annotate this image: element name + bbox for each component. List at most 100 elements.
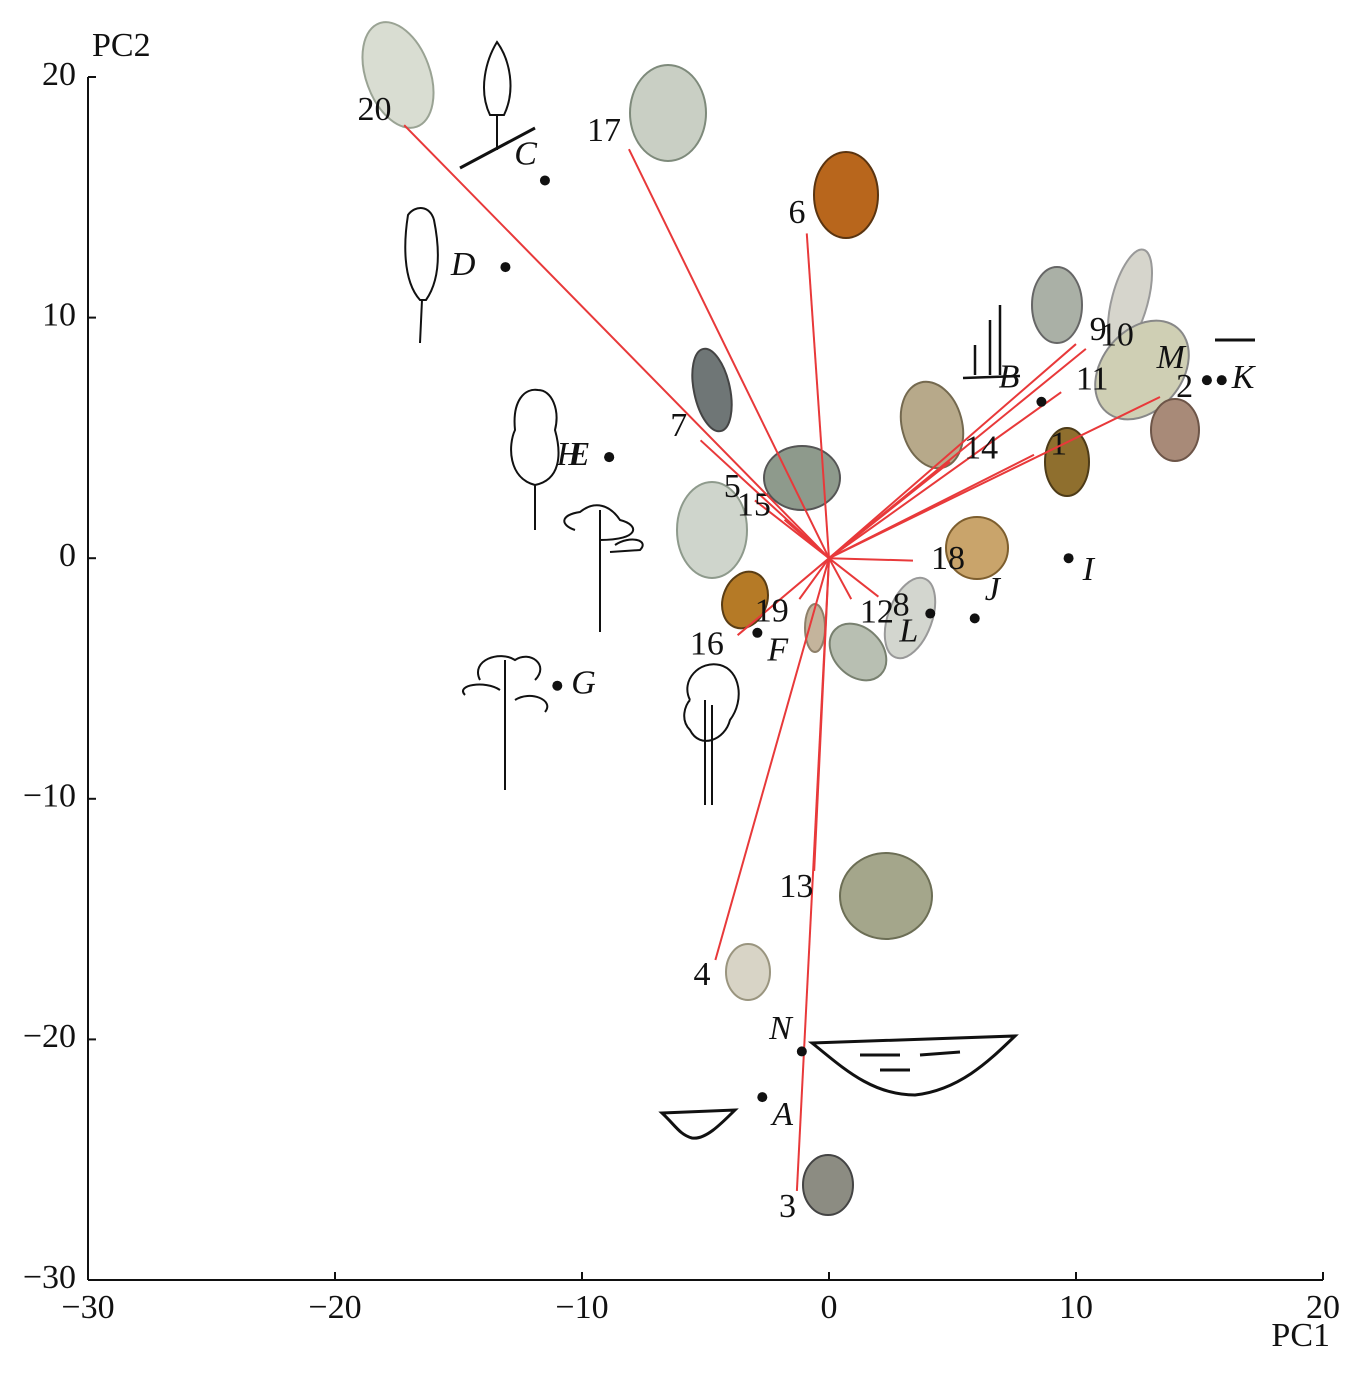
site-label: B: [999, 359, 1020, 396]
lake-icon: [807, 1034, 1019, 1097]
y-tick-label: −20: [23, 1018, 76, 1055]
y-tick-label: 10: [42, 296, 76, 333]
micrograph: [721, 570, 769, 630]
site-point: [1036, 396, 1047, 407]
vector-label: 8: [893, 587, 910, 624]
site-point: [1216, 375, 1227, 386]
site-point: [969, 613, 980, 624]
micrograph: [1150, 398, 1200, 462]
vector-label: 4: [693, 956, 710, 993]
vector-label: 13: [779, 868, 813, 905]
site-point: [796, 1046, 807, 1057]
y-tick-label: 20: [42, 56, 76, 93]
x-axis-label: PC1: [1271, 1317, 1330, 1354]
loading-vector: [828, 461, 951, 559]
micrograph: [802, 1154, 854, 1216]
site-label: I: [1082, 551, 1096, 588]
icon: [962, 305, 1021, 380]
vector-label: 17: [587, 112, 621, 149]
site-point: [1201, 375, 1212, 386]
site-point: [752, 627, 763, 638]
vector-label: 9: [1090, 311, 1107, 348]
micrograph: [828, 622, 888, 682]
site-label: L: [898, 612, 918, 649]
x-tick-label: 10: [1059, 1289, 1093, 1326]
site-label: D: [450, 246, 476, 283]
vector-label: 14: [964, 430, 998, 467]
micrograph: [763, 445, 841, 511]
icon: [563, 504, 644, 632]
site-label: N: [768, 1010, 794, 1047]
loading-vector: [828, 343, 1077, 559]
icon: [683, 663, 740, 805]
micrograph: [883, 576, 937, 660]
loading-vector: [828, 557, 880, 598]
site-label: A: [770, 1096, 793, 1133]
loading-vector: [828, 557, 914, 562]
vector-label: 12: [860, 594, 894, 631]
vector-label: 16: [690, 626, 724, 663]
vector-label: 19: [755, 592, 789, 629]
vector-label: 11: [1076, 361, 1109, 398]
site-point: [500, 262, 511, 273]
loading-vector: [828, 391, 1062, 560]
vector-label: 10: [1100, 316, 1134, 353]
y-tick-label: 0: [59, 537, 76, 574]
site-point: [604, 452, 615, 463]
decorations: [361, 21, 1255, 1216]
micrograph: [629, 64, 707, 162]
vector-label: 18: [931, 540, 965, 577]
loading-vector: [798, 557, 830, 600]
micrograph: [813, 151, 879, 239]
site-label: C: [514, 135, 537, 172]
vector-label: 7: [670, 407, 687, 444]
site-label: F: [766, 632, 789, 669]
micrograph: [945, 516, 1009, 580]
site-label: K: [1231, 359, 1257, 396]
loading-vector: [714, 557, 830, 961]
micrograph: [676, 481, 748, 579]
icon: [462, 655, 549, 790]
pond-icon: [658, 1108, 739, 1140]
loading-vector: [403, 124, 830, 559]
site-point: [1063, 553, 1074, 564]
x-tick-label: −30: [61, 1289, 114, 1326]
micrograph: [899, 380, 965, 470]
loading-vector: [805, 233, 830, 559]
micrograph: [1044, 427, 1090, 497]
micrograph: [725, 943, 771, 1001]
site-label: E: [567, 436, 589, 473]
vector-label: 15: [737, 487, 771, 524]
icon: [510, 388, 560, 530]
site-point: [757, 1092, 768, 1103]
site-label: G: [571, 665, 596, 702]
micrograph: [839, 852, 933, 940]
micrograph: [1094, 319, 1190, 421]
x-tick-label: −10: [555, 1289, 608, 1326]
site-label: H: [556, 436, 584, 473]
site-point: [539, 175, 550, 186]
site-point: [925, 608, 936, 619]
loading-vector: [828, 557, 853, 600]
vector-label: 2: [1176, 368, 1193, 405]
icon: [483, 40, 512, 150]
x-tick-label: −20: [308, 1289, 361, 1326]
vector-label: 5: [724, 468, 741, 505]
habitat-icons: [404, 40, 1255, 1140]
site-label: J: [985, 571, 1002, 608]
y-tick-label: −10: [23, 778, 76, 815]
loading-vector: [736, 557, 830, 636]
icon: [404, 207, 439, 344]
loading-vector: [813, 558, 830, 872]
vector-label: 3: [779, 1188, 796, 1225]
y-tick-label: −30: [23, 1259, 76, 1296]
x-tick-label: 0: [821, 1289, 838, 1326]
site-label: M: [1156, 339, 1187, 376]
y-axis-label: PC2: [92, 27, 151, 64]
vector-label: 1: [1050, 425, 1067, 462]
x-tick-label: 20: [1306, 1289, 1340, 1326]
loading-vector: [628, 148, 830, 559]
